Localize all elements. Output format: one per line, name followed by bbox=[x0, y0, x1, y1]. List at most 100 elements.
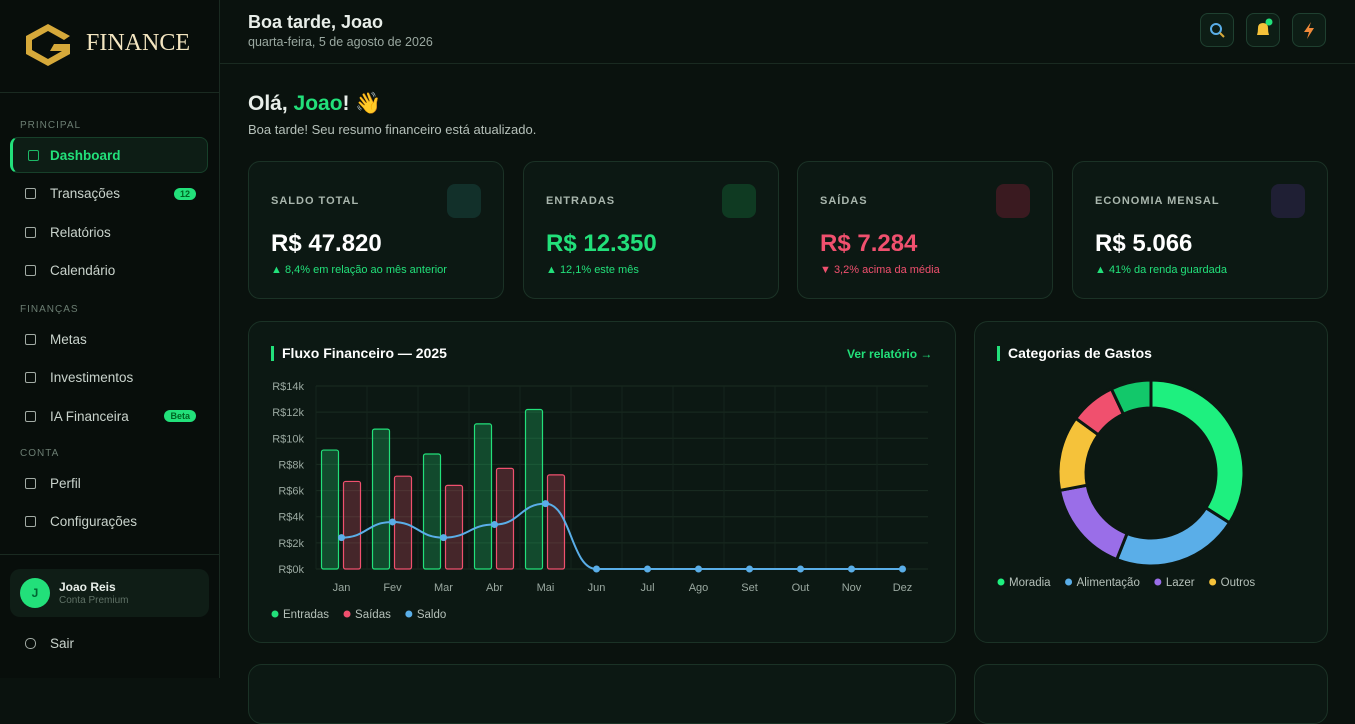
sidebar: FINANCE PRINCIPAL Dashboard Transações 12 Re… bbox=[0, 0, 220, 678]
point bbox=[389, 518, 396, 526]
nav-label: Calendário bbox=[50, 263, 116, 278]
logout[interactable]: Sair bbox=[10, 625, 208, 661]
nav-item[interactable]: Transações 12 bbox=[10, 176, 208, 212]
bar bbox=[444, 484, 464, 570]
x-tick-label: Nov bbox=[842, 582, 862, 594]
nav-item[interactable]: Dashboard bbox=[10, 137, 208, 173]
y-tick-label: R$10k bbox=[272, 433, 304, 445]
nav-icon bbox=[25, 372, 36, 383]
card-label: ENTRADAS bbox=[546, 195, 616, 207]
legend-swatch bbox=[1154, 578, 1162, 586]
point bbox=[899, 565, 906, 573]
legend-swatch bbox=[405, 610, 413, 618]
x-tick-label: Jun bbox=[588, 582, 606, 594]
card-icon bbox=[1271, 184, 1305, 218]
x-tick-label: Mai bbox=[537, 582, 555, 594]
point bbox=[542, 500, 549, 508]
card-note: ▲ 41% da renda guardada bbox=[1095, 264, 1227, 276]
card-value: R$ 12.350 bbox=[546, 230, 657, 257]
nav-item[interactable]: Metas bbox=[10, 321, 208, 357]
point bbox=[491, 521, 498, 529]
section-title: CONTA bbox=[20, 448, 60, 459]
legend-label: Saldo bbox=[417, 609, 446, 621]
y-tick-label: R$6k bbox=[278, 486, 304, 498]
category-panel bbox=[974, 321, 1328, 643]
y-tick-label: R$2k bbox=[278, 538, 304, 550]
nav-icon bbox=[25, 265, 36, 276]
nav-icon bbox=[25, 226, 36, 238]
x-tick-label: Abr bbox=[486, 582, 503, 594]
flow-panel bbox=[248, 321, 956, 643]
user-name: Joao Reis bbox=[59, 580, 116, 594]
header-date: quarta-feira, 5 de agosto de 2026 bbox=[248, 35, 433, 49]
card-note: ▼ 3,2% acima da média bbox=[820, 264, 940, 276]
nav-item[interactable]: IA Financeira Beta bbox=[10, 398, 208, 434]
x-tick-label: Fev bbox=[383, 582, 402, 594]
nav-label: Transações bbox=[50, 186, 121, 201]
legend-label: Alimentação bbox=[1077, 577, 1140, 589]
card-note: ▲ 8,4% em relação ao mês anterior bbox=[271, 264, 447, 276]
search-button[interactable] bbox=[1200, 13, 1234, 47]
point bbox=[848, 565, 855, 573]
point bbox=[593, 565, 600, 573]
bar bbox=[342, 480, 362, 570]
bar bbox=[422, 453, 442, 570]
bar bbox=[524, 408, 544, 570]
bar bbox=[546, 474, 566, 570]
pie-slice bbox=[1109, 378, 1153, 417]
x-tick-label: Ago bbox=[689, 582, 709, 594]
nav-badge: 12 bbox=[173, 187, 196, 200]
action-button[interactable] bbox=[1292, 13, 1326, 47]
nav-label: Dashboard bbox=[50, 147, 121, 163]
report-link[interactable]: Ver relatório → bbox=[847, 347, 933, 361]
greeting-subtitle: Boa tarde! Seu resumo financeiro está at… bbox=[248, 122, 537, 137]
y-tick-label: R$14k bbox=[272, 381, 304, 393]
card-value: R$ 47.820 bbox=[271, 230, 382, 257]
nav-item[interactable]: Investimentos bbox=[10, 360, 208, 396]
y-tick-label: R$12k bbox=[272, 407, 304, 419]
legend-swatch bbox=[343, 610, 351, 618]
nav-badge: Beta bbox=[164, 410, 196, 422]
nav-icon bbox=[25, 477, 36, 489]
x-tick-label: Dez bbox=[893, 582, 913, 594]
bar bbox=[473, 423, 493, 570]
legend-swatch bbox=[1065, 578, 1073, 586]
nav-label: Relatórios bbox=[50, 224, 111, 240]
header-title: Boa tarde, Joao bbox=[248, 12, 384, 32]
greeting-prefix: Olá, bbox=[248, 92, 294, 115]
user-card[interactable]: J Joao Reis Conta Premium bbox=[10, 569, 209, 617]
bar bbox=[320, 449, 340, 570]
stat-card: SALDO TOTAL R$ 47.820 ▲ 8,4% em relação ao… bbox=[248, 161, 504, 299]
x-tick-label: Mar bbox=[434, 582, 453, 594]
chart-title: Categorias de Gastos bbox=[1008, 345, 1152, 361]
pie-slice bbox=[1057, 483, 1130, 562]
stat-card: SAÍDAS R$ 7.284 ▼ 3,2% acima da média bbox=[797, 161, 1053, 299]
brand: FINANCE bbox=[86, 30, 191, 56]
card-label: SALDO TOTAL bbox=[271, 195, 360, 207]
notification-button[interactable] bbox=[1246, 13, 1280, 47]
nav-item[interactable]: Calendário bbox=[10, 253, 208, 289]
nav-label: Configurações bbox=[50, 514, 138, 529]
legend-label: Moradia bbox=[1009, 577, 1051, 589]
bar bbox=[495, 467, 515, 570]
nav-item[interactable]: Configurações bbox=[10, 504, 208, 540]
nav-item[interactable]: Perfil bbox=[10, 465, 208, 501]
y-tick-label: R$8k bbox=[278, 459, 304, 471]
x-tick-label: Out bbox=[792, 582, 810, 594]
logout-label: Sair bbox=[50, 635, 75, 651]
chart-title: Fluxo Financeiro — 2025 bbox=[282, 345, 447, 361]
nav-item[interactable]: Relatórios bbox=[10, 214, 208, 250]
stat-card: ECONOMIA MENSAL R$ 5.066 ▲ 41% da renda gu… bbox=[1072, 161, 1328, 299]
card-label: SAÍDAS bbox=[820, 195, 868, 207]
avatar: J bbox=[20, 578, 50, 608]
nav-label: Metas bbox=[50, 331, 87, 347]
legend-label: Entradas bbox=[283, 609, 329, 621]
card-icon bbox=[447, 184, 481, 218]
card-icon bbox=[996, 184, 1030, 218]
section-title: FINANÇAS bbox=[20, 304, 79, 315]
legend-label: Outros bbox=[1221, 577, 1256, 589]
point bbox=[695, 565, 702, 573]
point bbox=[644, 565, 651, 573]
nav-icon bbox=[28, 149, 39, 161]
